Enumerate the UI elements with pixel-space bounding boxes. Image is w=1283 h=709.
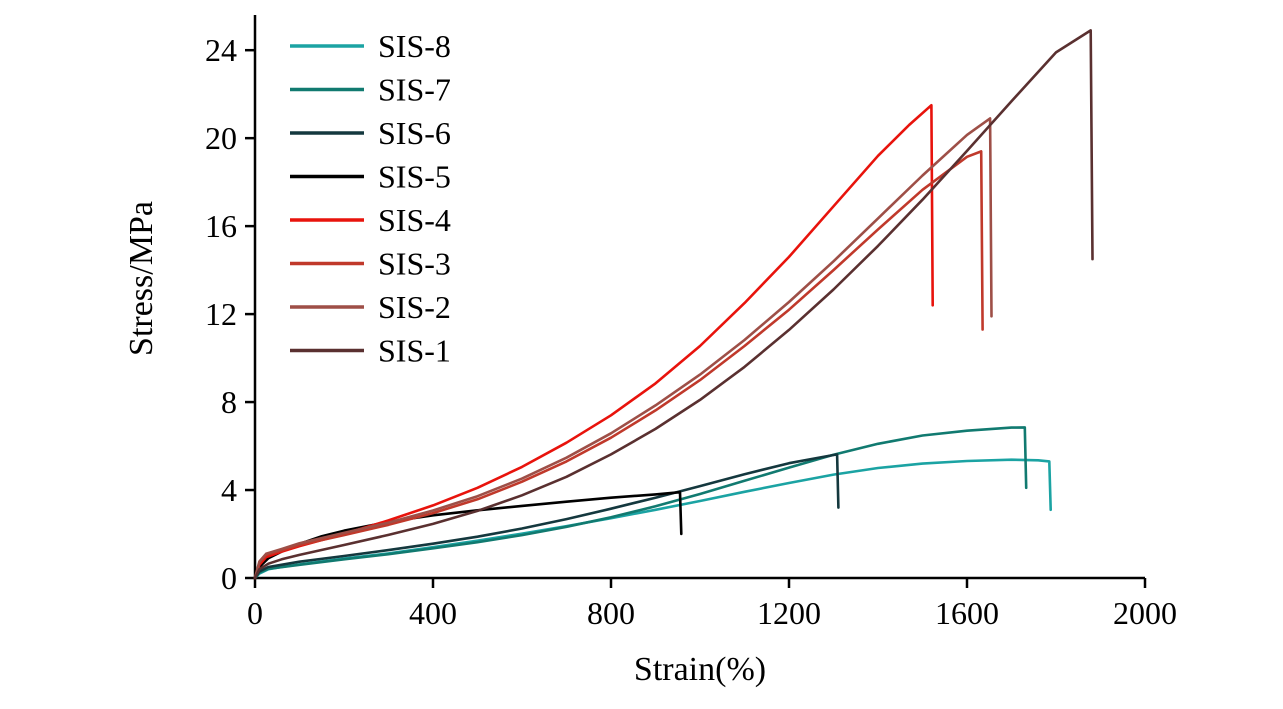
legend-label-sis-8: SIS-8: [378, 28, 451, 64]
legend-item-sis-5: SIS-5: [290, 159, 451, 195]
x-axis-title: Strain(%): [634, 651, 766, 688]
series-curve-sis-6: [253, 453, 840, 580]
legend-label-sis-2: SIS-2: [378, 289, 451, 325]
legend-item-sis-7: SIS-7: [290, 72, 451, 108]
legend-label-sis-3: SIS-3: [378, 246, 451, 282]
series-curve-sis-2: [253, 117, 993, 580]
legend-label-sis-6: SIS-6: [378, 115, 451, 151]
series-curve-sis-1: [253, 29, 1094, 580]
legend-item-sis-1: SIS-1: [290, 333, 451, 369]
x-tick-label: 400: [409, 595, 457, 631]
series-curve-sis-5: [253, 490, 683, 580]
legend-label-sis-1: SIS-1: [378, 333, 451, 369]
y-tick-label: 8: [221, 384, 237, 420]
y-tick-label: 24: [205, 32, 237, 68]
legend-item-sis-8: SIS-8: [290, 28, 451, 64]
legend-label-sis-4: SIS-4: [378, 202, 451, 238]
legend: SIS-8 SIS-7 SIS-6 SIS-5 SIS-4 SIS-3 SIS-2 SIS-1: [290, 28, 451, 369]
y-tick-label: 12: [205, 296, 237, 332]
y-tick-label: 16: [205, 208, 237, 244]
series-curve-sis-7: [253, 426, 1028, 580]
x-tick-label: 1200: [757, 595, 821, 631]
y-tick-label: 4: [221, 472, 237, 508]
y-tick-label: 0: [221, 560, 237, 596]
x-tick-label: 1600: [935, 595, 999, 631]
y-axis-title: Stress/MPa: [123, 201, 160, 356]
series-curve-sis-3: [253, 150, 984, 580]
legend-item-sis-6: SIS-6: [290, 115, 451, 151]
legend-item-sis-4: SIS-4: [290, 202, 451, 238]
legend-item-sis-2: SIS-2: [290, 289, 451, 325]
y-tick-label: 20: [205, 120, 237, 156]
x-tick-label: 0: [247, 595, 263, 631]
x-tick-label: 800: [587, 595, 635, 631]
legend-item-sis-3: SIS-3: [290, 246, 451, 282]
legend-label-sis-7: SIS-7: [378, 72, 451, 108]
legend-label-sis-5: SIS-5: [378, 159, 451, 195]
x-tick-label: 2000: [1113, 595, 1177, 631]
series-curve-sis-8: [253, 458, 1052, 580]
